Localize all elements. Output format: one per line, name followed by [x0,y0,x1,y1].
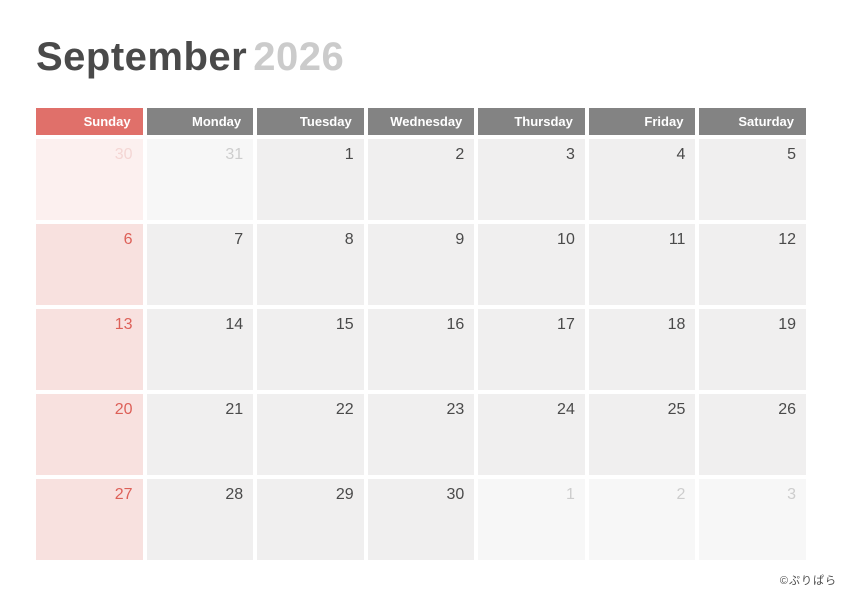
weekday-header-monday: Monday [146,108,254,135]
day-number: 30 [446,486,465,503]
day-number: 29 [335,486,354,503]
day-number: 23 [446,401,465,418]
calendar-cell: 23 [367,394,475,475]
calendar-cell: 24 [478,394,585,475]
day-number: 1 [565,486,575,503]
day-number: 10 [557,231,575,248]
day-number: 13 [114,316,133,333]
calendar-cell: 7 [146,224,254,305]
day-number: 17 [557,316,575,333]
title-year: 2026 [253,35,345,79]
day-number: 11 [668,231,686,248]
day-number: 24 [557,401,575,418]
day-number: 15 [335,316,354,333]
calendar-cell: 30 [36,139,143,220]
day-number: 30 [114,146,133,163]
calendar-cell: 21 [146,394,254,475]
calendar-cell: 5 [699,139,806,220]
day-number: 6 [123,231,133,248]
day-number: 4 [676,146,686,163]
calendar-cell: 15 [257,309,364,390]
day-number: 27 [114,486,133,503]
weekday-header-tuesday: Tuesday [257,108,364,135]
calendar-cell: 28 [146,479,254,560]
day-number: 7 [234,231,244,248]
calendar-cell: 19 [699,309,806,390]
day-number: 25 [667,401,686,418]
calendar-cell: 25 [588,394,696,475]
calendar-cell: 2 [588,479,696,560]
day-number: 21 [225,401,244,418]
day-number: 3 [565,146,575,163]
day-number: 19 [778,316,796,333]
day-number: 2 [455,146,465,163]
calendar-cell: 16 [367,309,475,390]
day-number: 28 [225,486,244,503]
calendar-cell: 1 [257,139,364,220]
page-title: September 2026 [36,37,344,77]
calendar-cell: 6 [36,224,143,305]
calendar-cell: 27 [36,479,143,560]
weekday-header-sunday: Sunday [36,108,143,135]
day-number: 14 [225,316,244,333]
calendar-cell: 26 [699,394,806,475]
calendar-cell: 8 [257,224,364,305]
calendar-cell: 29 [257,479,364,560]
calendar-grid: Sunday Monday Tuesday Wednesday Thursday Frid… [36,108,806,560]
day-number: 2 [676,486,686,503]
day-number: 31 [225,146,244,163]
calendar-cell: 3 [699,479,806,560]
calendar-cell: 14 [146,309,254,390]
calendar-cell: 20 [36,394,143,475]
calendar-cell: 3 [478,139,585,220]
calendar-cell: 11 [588,224,696,305]
calendar-cell: 10 [478,224,585,305]
day-number: 18 [667,316,686,333]
calendar-cell: 2 [367,139,475,220]
calendar-cell: 1 [478,479,585,560]
day-number: 9 [455,231,465,248]
calendar-cell: 17 [478,309,585,390]
day-number: 1 [344,146,354,163]
calendar-cell: 31 [146,139,254,220]
day-number: 8 [344,231,354,248]
day-number: 16 [446,316,465,333]
day-number: 20 [114,401,133,418]
calendar-cell: 30 [367,479,475,560]
calendar-cell: 4 [588,139,696,220]
calendar-cell: 22 [257,394,364,475]
day-number: 26 [778,401,796,418]
day-number: 3 [787,486,796,503]
day-number: 5 [787,146,796,163]
weekday-header-wednesday: Wednesday [367,108,475,135]
calendar-cell: 18 [588,309,696,390]
calendar-cell: 12 [699,224,806,305]
title-month: September [36,35,248,79]
watermark: ©ぷりぱら [779,575,837,587]
weekday-header-thursday: Thursday [478,108,585,135]
day-number: 12 [778,231,796,248]
calendar-cell: 13 [36,309,143,390]
weekday-header-friday: Friday [588,108,696,135]
weekday-header-saturday: Saturday [699,108,806,135]
calendar-cell: 9 [367,224,475,305]
day-number: 22 [335,401,354,418]
